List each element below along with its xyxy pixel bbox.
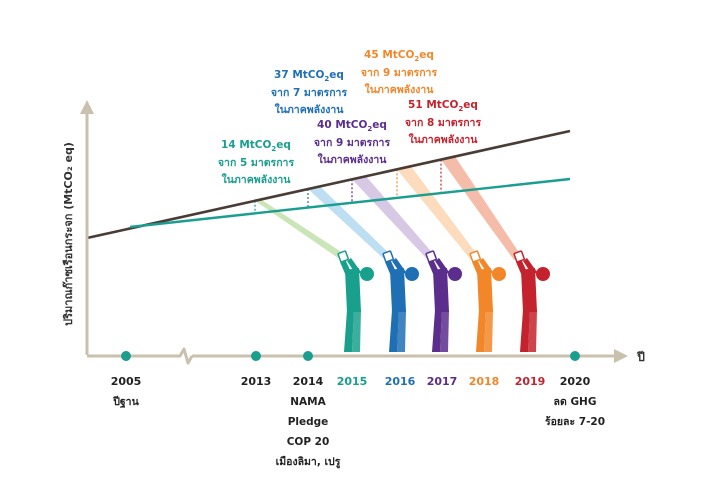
timeline-dot-2005: [121, 351, 131, 361]
figure-arm-left-2018: [472, 259, 483, 276]
beam-2015: [255, 199, 349, 260]
timeline-note-2020-1: ร้อยละ 7-20: [545, 415, 605, 428]
year-label-2017: 2017: [427, 375, 458, 388]
year-label-2020: 2020: [560, 375, 591, 388]
beams-layer: [254, 156, 522, 260]
figure-2015: [337, 250, 374, 352]
axes-layer: ปริมาณก๊าซเรือนกระจก (MtCO₂ eq) ปี: [62, 100, 646, 365]
timeline-note-2020-0: ลด GHG: [554, 396, 597, 408]
figures-layer: [337, 250, 550, 352]
bau-line: [86, 129, 571, 240]
annotation-sector-2014: ในภาคพลังงาน: [275, 102, 345, 116]
figure-head-2018: [492, 267, 506, 281]
annotation-value-2014: 37 MtCO2eq: [274, 69, 344, 83]
beam-2019: [441, 156, 522, 260]
year-label-2013: 2013: [241, 375, 272, 388]
annotation-value-2016: 45 MtCO2eq: [364, 49, 434, 63]
y-axis-arrow: [80, 100, 94, 114]
annotation-sector-2017: ในภาคพลังงาน: [409, 132, 479, 146]
figure-leg-right-2017: [440, 310, 449, 352]
figure-leg-right-2019: [528, 310, 537, 352]
figure-leg-right-2015: [352, 310, 361, 352]
flashlight-icon-2018: [469, 250, 481, 263]
flashlight-icon-2016: [382, 250, 394, 263]
flashlight-icon-2017: [425, 250, 437, 263]
figure-torso-2019: [521, 268, 537, 312]
figure-arm-right-2017: [435, 258, 449, 276]
annotation-value-2013: 14 MtCO2eq: [221, 139, 291, 153]
figure-head-2015: [360, 267, 374, 281]
annotation-sector-2016: ในภาคพลังงาน: [365, 82, 435, 96]
figure-torso-2018: [477, 268, 493, 312]
figure-arm-left-2019: [516, 259, 527, 276]
figure-2019: [513, 250, 550, 352]
timeline-note-2005-0: ปีฐาน: [112, 395, 140, 408]
figure-arm-right-2018: [479, 258, 493, 276]
figure-arm-left-2015: [340, 259, 351, 276]
annotation-measures-2014: จาก 7 มาตรการ: [271, 87, 348, 99]
annotation-measures-2013: จาก 5 มาตรการ: [218, 157, 295, 169]
timeline-layer: 2005 ปีฐาน 2013 2014 NAMA Pledge COP 20 เมืองลิ…: [111, 351, 605, 469]
figure-2016: [382, 250, 419, 352]
annotation-sector-2015: ในภาคพลังงาน: [318, 152, 388, 166]
figure-leg-left-2019: [520, 310, 530, 352]
figure-head-2017: [448, 267, 462, 281]
timeline-note-2014-0: NAMA: [290, 396, 326, 408]
figure-leg-left-2017: [432, 310, 442, 352]
figure-torso-2017: [433, 268, 449, 312]
figure-leg-left-2018: [476, 310, 486, 352]
figure-torso-2015: [345, 268, 361, 312]
annotation-value-2017: 51 MtCO2eq: [408, 99, 478, 113]
annotation-measures-2017: จาก 8 มาตรการ: [405, 117, 482, 129]
figure-head-2016: [405, 267, 419, 281]
figure-arm-right-2016: [392, 258, 406, 276]
lines-layer: [86, 129, 571, 240]
flashlight-icon-2015: [337, 250, 349, 263]
flashlight-icon-2019: [513, 250, 525, 263]
figure-arm-left-2017: [428, 259, 439, 276]
figure-2017: [425, 250, 462, 352]
target-line: [129, 177, 571, 229]
x-axis-title: ปี: [637, 350, 646, 364]
year-label-2015: 2015: [337, 375, 368, 388]
figure-leg-right-2018: [484, 310, 493, 352]
year-label-2014: 2014: [293, 375, 324, 388]
figure-torso-2016: [390, 268, 406, 312]
year-label-2019: 2019: [515, 375, 546, 388]
y-axis-title: ปริมาณก๊าซเรือนกระจก (MtCO₂ eq): [62, 142, 75, 326]
x-axis-left: [87, 347, 194, 365]
figure-arm-left-2016: [385, 259, 396, 276]
x-axis-arrow: [614, 349, 628, 363]
beam-2017: [352, 176, 436, 260]
figure-arm-right-2015: [347, 258, 361, 276]
timeline-dot-2014: [303, 351, 313, 361]
year-label-2018: 2018: [469, 375, 500, 388]
timeline-note-2014-1: Pledge: [288, 416, 329, 428]
annotation-measures-2016: จาก 9 มาตรการ: [361, 67, 438, 79]
annotation-sector-2013: ในภาคพลังงาน: [222, 172, 292, 186]
beam-2018: [397, 166, 479, 260]
timeline-note-2014-2: COP 20: [287, 436, 330, 448]
figure-head-2019: [536, 267, 550, 281]
annotation-value-2015: 40 MtCO2eq: [317, 119, 387, 133]
timeline-dot-2013: [251, 351, 261, 361]
figure-leg-left-2016: [389, 310, 399, 352]
figure-leg-left-2015: [344, 310, 354, 352]
timeline-note-2014-3: เมืองลิมา, เปรู: [276, 455, 341, 469]
timeline-dot-2020: [570, 351, 580, 361]
year-label-2005: 2005: [111, 375, 142, 388]
year-label-2016: 2016: [385, 375, 416, 388]
figure-leg-right-2016: [397, 310, 406, 352]
figure-arm-right-2019: [523, 258, 537, 276]
figure-2018: [469, 250, 506, 352]
annotation-measures-2015: จาก 9 มาตรการ: [314, 137, 391, 149]
